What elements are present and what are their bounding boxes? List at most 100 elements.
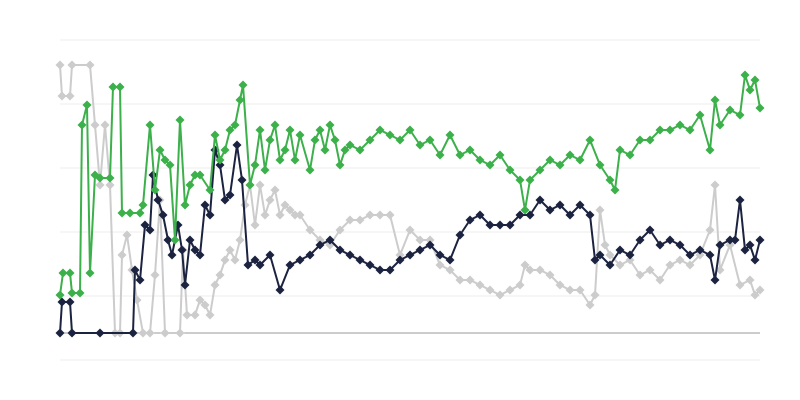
point-marker (565, 285, 575, 295)
point-marker (55, 60, 65, 70)
point-marker (275, 285, 285, 295)
point-marker (58, 268, 68, 278)
point-marker (265, 195, 275, 205)
point-marker (495, 220, 505, 230)
point-marker (160, 155, 170, 165)
point-marker (275, 210, 285, 220)
point-marker (150, 270, 160, 280)
point-marker (122, 230, 132, 240)
point-marker (445, 255, 455, 265)
point-marker (625, 255, 635, 265)
point-marker (265, 250, 275, 260)
point-marker (65, 268, 75, 278)
point-marker (260, 165, 270, 175)
point-marker (455, 230, 465, 240)
point-marker (715, 120, 725, 130)
point-marker (695, 110, 705, 120)
point-marker (67, 60, 77, 70)
point-marker (85, 268, 95, 278)
point-marker (315, 240, 325, 250)
point-marker (250, 220, 260, 230)
point-marker (145, 328, 155, 338)
point-marker (250, 160, 260, 170)
point-marker (535, 265, 545, 275)
point-marker (695, 250, 705, 260)
point-marker (715, 240, 725, 250)
point-marker (115, 82, 125, 92)
point-marker (740, 245, 750, 255)
point-marker (270, 185, 280, 195)
point-marker (177, 245, 187, 255)
point-marker (755, 285, 765, 295)
point-marker (325, 120, 335, 130)
point-marker (230, 255, 240, 265)
point-marker (260, 210, 270, 220)
point-marker (285, 205, 295, 215)
point-marker (75, 288, 85, 298)
point-marker (57, 297, 67, 307)
point-marker (205, 185, 215, 195)
point-marker (77, 120, 87, 130)
point-marker (405, 225, 415, 235)
point-marker (95, 173, 105, 183)
point-marker (485, 160, 495, 170)
point-marker (270, 120, 280, 130)
point-marker (355, 255, 365, 265)
point-marker (315, 125, 325, 135)
point-marker (475, 155, 485, 165)
point-marker (182, 310, 192, 320)
point-marker (225, 125, 235, 135)
point-marker (138, 200, 148, 210)
point-marker (355, 215, 365, 225)
point-marker (415, 235, 425, 245)
point-marker (335, 245, 345, 255)
point-marker (330, 135, 340, 145)
point-marker (445, 130, 455, 140)
point-marker (90, 120, 100, 130)
point-marker (215, 270, 225, 280)
point-marker (190, 245, 200, 255)
point-marker (755, 235, 765, 245)
series-line (59, 74, 761, 296)
point-marker (495, 290, 505, 300)
point-marker (685, 250, 695, 260)
point-marker (545, 155, 555, 165)
point-marker (655, 240, 665, 250)
point-marker (435, 250, 445, 260)
point-marker (255, 260, 265, 270)
point-marker (180, 200, 190, 210)
point-marker (705, 225, 715, 235)
point-marker (285, 260, 295, 270)
point-marker (615, 260, 625, 270)
point-marker (55, 290, 65, 300)
point-marker (225, 190, 235, 200)
point-marker (128, 328, 138, 338)
point-marker (385, 130, 395, 140)
point-marker (280, 145, 290, 155)
point-marker (705, 250, 715, 260)
point-marker (305, 165, 315, 175)
point-marker (167, 250, 177, 260)
point-marker (57, 91, 67, 101)
point-marker (405, 125, 415, 135)
point-marker (175, 115, 185, 125)
point-marker (555, 200, 565, 210)
point-marker (615, 245, 625, 255)
point-marker (395, 255, 405, 265)
point-marker (195, 295, 205, 305)
point-marker (375, 210, 385, 220)
point-marker (335, 225, 345, 235)
point-marker (355, 145, 365, 155)
point-marker (290, 155, 300, 165)
point-marker (685, 260, 695, 270)
point-marker (750, 75, 760, 85)
point-marker (180, 280, 190, 290)
point-marker (465, 215, 475, 225)
point-marker (255, 125, 265, 135)
point-marker (575, 285, 585, 295)
point-marker (455, 150, 465, 160)
point-marker (105, 180, 115, 190)
point-marker (200, 300, 210, 310)
point-marker (730, 235, 740, 245)
point-marker (585, 210, 595, 220)
